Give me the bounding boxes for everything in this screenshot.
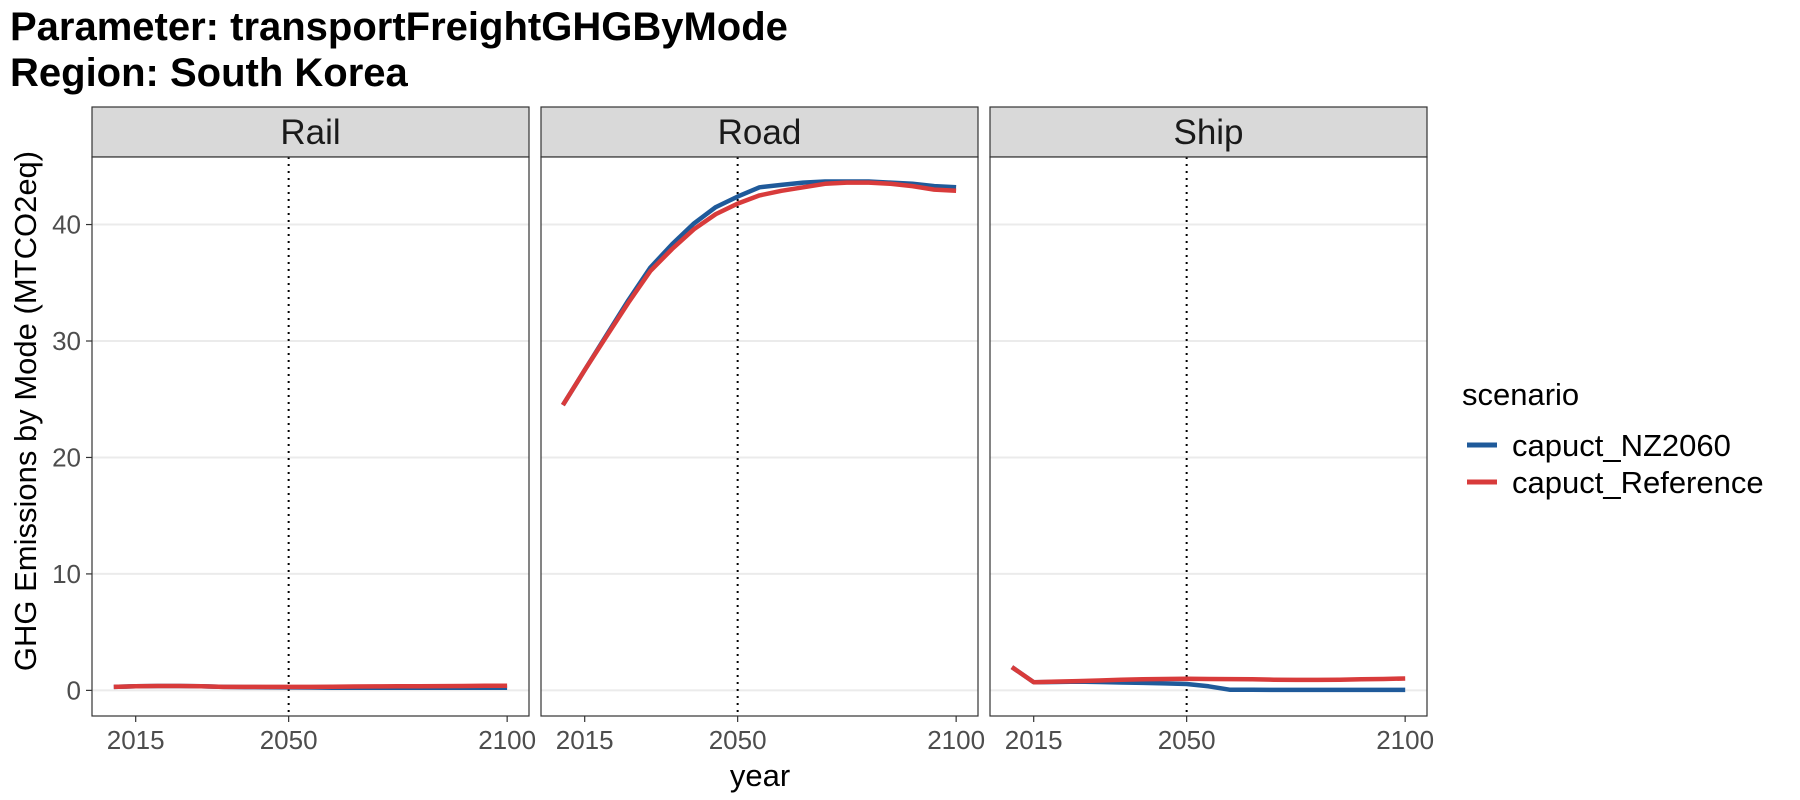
chart-title-line-2: Region: South Korea (10, 51, 408, 95)
plot-background (92, 157, 529, 716)
y-tick-label: 40 (52, 210, 81, 240)
panel-border (91, 156, 530, 717)
plot-background (990, 157, 1427, 716)
legend-label: capuct_NZ2060 (1512, 428, 1731, 463)
chart-title: Parameter: transportFreightGHGByMode Reg… (10, 4, 788, 96)
legend-label: capuct_Reference (1512, 465, 1764, 500)
y-tick-label: 30 (52, 326, 81, 356)
legend-title: scenario (1462, 377, 1579, 412)
facet-strip-label: Road (718, 113, 802, 152)
facet-strip (540, 106, 979, 158)
series-line-capuct-reference (113, 683, 508, 690)
x-tick-label: 2015 (556, 725, 614, 755)
panel-ship: Ship 2015 2050 2100 (989, 106, 1434, 755)
x-tick-label: 2050 (1158, 725, 1216, 755)
y-axis-title: GHG Emissions by Mode (MTCO2eq) (8, 151, 43, 671)
y-tick-label: 0 (67, 675, 81, 705)
plot-background (541, 157, 978, 716)
panel-road: Road 2015 2050 2100 (540, 106, 985, 755)
x-tick-label: 2050 (260, 725, 318, 755)
facet-strip-label: Ship (1173, 113, 1243, 152)
panel-border (540, 156, 979, 717)
panel-rail: Rail 2015 2050 2100 (91, 106, 536, 755)
panel-border (989, 156, 1428, 717)
y-tick-label: 10 (52, 559, 81, 589)
x-tick-label: 2100 (478, 725, 536, 755)
x-axis-title: year (730, 758, 790, 793)
facet-strip-label: Rail (280, 113, 340, 152)
x-tick-label: 2050 (709, 725, 767, 755)
x-tick-label: 2015 (107, 725, 165, 755)
x-tick-label: 2100 (1376, 725, 1434, 755)
series-line-capuct-reference (560, 180, 957, 407)
y-tick-label: 20 (52, 442, 81, 472)
facet-strip (989, 106, 1428, 158)
chart-title-line-1: Parameter: transportFreightGHGByMode (10, 5, 788, 49)
x-tick-label: 2015 (1005, 725, 1063, 755)
x-tick-label: 2100 (927, 725, 985, 755)
series-line-capuct-reference (1010, 665, 1406, 685)
